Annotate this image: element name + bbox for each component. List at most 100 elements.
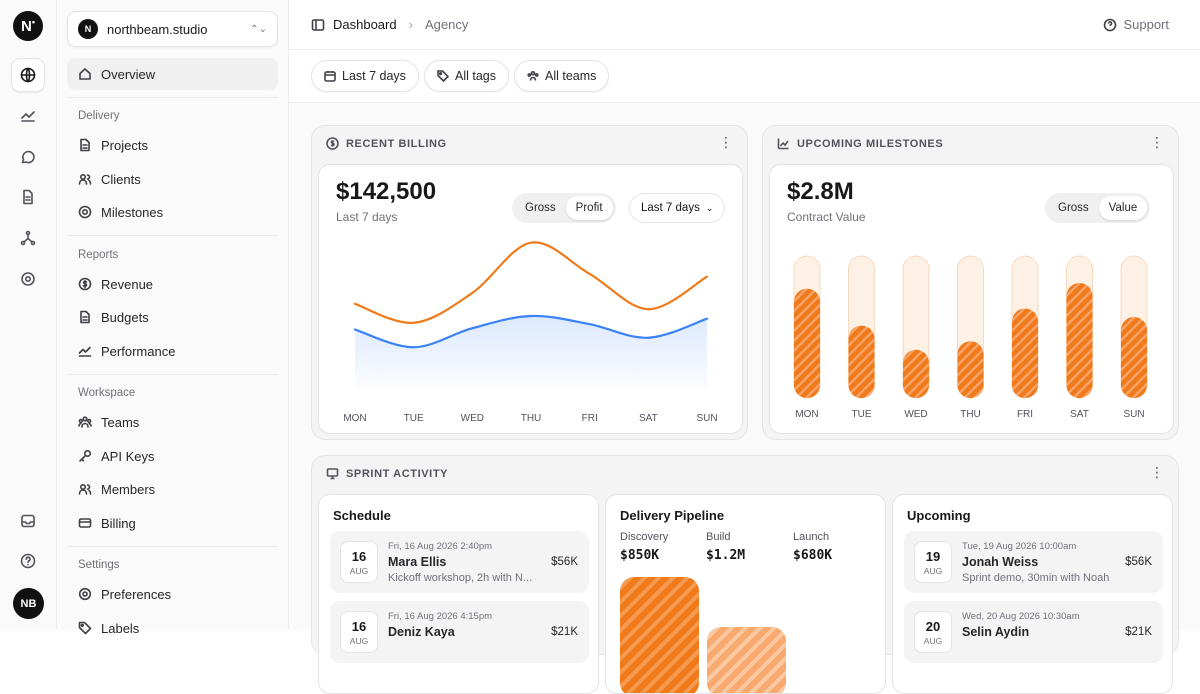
event-person: Selin Aydin: [962, 625, 1029, 639]
stage-value: $680K: [793, 548, 832, 563]
card-icon: [78, 516, 92, 530]
nav-overview[interactable]: Overview: [67, 58, 278, 90]
settings-icon: [78, 587, 92, 601]
inbox-icon[interactable]: [11, 504, 45, 538]
nav-label: Members: [101, 482, 155, 497]
event-person: Mara Ellis: [388, 555, 446, 569]
tag-icon: [78, 621, 92, 635]
card-title: UPCOMING MILESTONES: [797, 138, 943, 150]
bar: [1067, 283, 1093, 398]
upcoming-milestones-card: UPCOMING MILESTONES ⋮ $2.8M Contract Val…: [762, 125, 1179, 440]
series-area-fill: [355, 316, 707, 388]
chevron-right-icon: ›: [409, 17, 413, 32]
users-icon: [78, 172, 92, 186]
support-link[interactable]: Support: [1103, 17, 1169, 32]
card-title: SPRINT ACTIVITY: [346, 468, 448, 480]
chart-line-icon[interactable]: [11, 99, 45, 133]
filter-label: All teams: [545, 69, 596, 83]
nav-label: Clients: [101, 172, 141, 187]
more-options-icon[interactable]: ⋮: [1150, 135, 1164, 149]
x-tick-label: SUN: [696, 413, 717, 424]
dollar-icon: [78, 277, 92, 291]
nav-preferences[interactable]: Preferences: [67, 578, 278, 610]
nav-performance[interactable]: Performance: [67, 335, 278, 367]
nav-label: Projects: [101, 138, 148, 153]
bar: [1012, 309, 1038, 398]
monitor-icon: [326, 467, 339, 480]
nav-labels[interactable]: Labels: [67, 612, 278, 644]
nav-api-keys[interactable]: API Keys: [67, 440, 278, 472]
nav-label: Preferences: [101, 587, 171, 602]
stage-label: Discovery: [620, 531, 668, 543]
workspace-badge: N: [78, 19, 98, 39]
nav-projects[interactable]: Projects: [67, 129, 278, 161]
teams-filter[interactable]: All teams: [514, 60, 609, 92]
nav-label: Performance: [101, 344, 175, 359]
nav-label: Budgets: [101, 310, 149, 325]
breadcrumb-agency: Agency: [425, 17, 468, 32]
nav-label: API Keys: [101, 449, 154, 464]
event-amount: $21K: [1125, 626, 1152, 638]
pipeline-bar-build: [707, 627, 786, 694]
nav-budgets[interactable]: Budgets: [67, 301, 278, 333]
more-options-icon[interactable]: ⋮: [719, 135, 733, 149]
event-time: Wed, 20 Aug 2026 10:30am: [962, 611, 1080, 622]
filter-label: Last 7 days: [342, 69, 406, 83]
filter-bar: Last 7 days All tags All teams: [289, 50, 1200, 103]
x-tick-label: MON: [343, 413, 366, 424]
workspace-name: northbeam.studio: [107, 22, 250, 37]
user-avatar[interactable]: NB: [13, 588, 44, 619]
filter-label: All tags: [455, 69, 496, 83]
bar: [849, 326, 875, 398]
workspace-switcher[interactable]: N northbeam.studio ⌃⌄: [67, 11, 278, 47]
app-logo[interactable]: N•: [13, 11, 43, 41]
nav-clients[interactable]: Clients: [67, 163, 278, 195]
nav-members[interactable]: Members: [67, 473, 278, 505]
settings-icon[interactable]: [11, 262, 45, 296]
nav-revenue[interactable]: Revenue: [67, 268, 278, 300]
event-amount: $21K: [551, 626, 578, 638]
team-icon: [78, 415, 92, 429]
nav-teams[interactable]: Teams: [67, 406, 278, 438]
network-icon[interactable]: [11, 221, 45, 255]
section-delivery: Delivery: [78, 110, 120, 122]
event-time: Tue, 19 Aug 2026 10:00am: [962, 541, 1076, 552]
date-range-filter[interactable]: Last 7 days: [311, 60, 419, 92]
x-tick-label: SUN: [1123, 409, 1144, 420]
bar: [958, 341, 984, 398]
chat-icon[interactable]: [11, 140, 45, 174]
more-options-icon[interactable]: ⋮: [1150, 465, 1164, 479]
recent-billing-card: RECENT BILLING ⋮ $142,500 Last 7 days Gr…: [311, 125, 748, 440]
x-tick-label: FRI: [1017, 409, 1033, 420]
x-tick-label: TUE: [404, 413, 424, 424]
help-icon[interactable]: [11, 544, 45, 578]
globe-icon[interactable]: [11, 58, 45, 92]
x-tick-label: THU: [960, 409, 981, 420]
delivery-pipeline-panel: Delivery Pipeline Discovery $850K Build …: [605, 494, 886, 694]
users-icon: [78, 482, 92, 496]
document-icon[interactable]: [11, 180, 45, 214]
nav-label: Overview: [101, 67, 155, 82]
document-icon: [78, 138, 92, 152]
event-person: Deniz Kaya: [388, 625, 455, 639]
nav-billing[interactable]: Billing: [67, 507, 278, 539]
nav-label: Labels: [101, 621, 139, 636]
event-amount: $56K: [551, 556, 578, 568]
nav-milestones[interactable]: Milestones: [67, 196, 278, 228]
sidebar-toggle-icon[interactable]: [311, 18, 325, 32]
sidebar: N northbeam.studio ⌃⌄ Overview Delivery …: [57, 0, 289, 630]
calendar-icon: [324, 70, 336, 82]
tags-filter[interactable]: All tags: [424, 60, 509, 92]
support-label: Support: [1123, 17, 1169, 32]
breadcrumb-dashboard[interactable]: Dashboard: [333, 17, 397, 32]
